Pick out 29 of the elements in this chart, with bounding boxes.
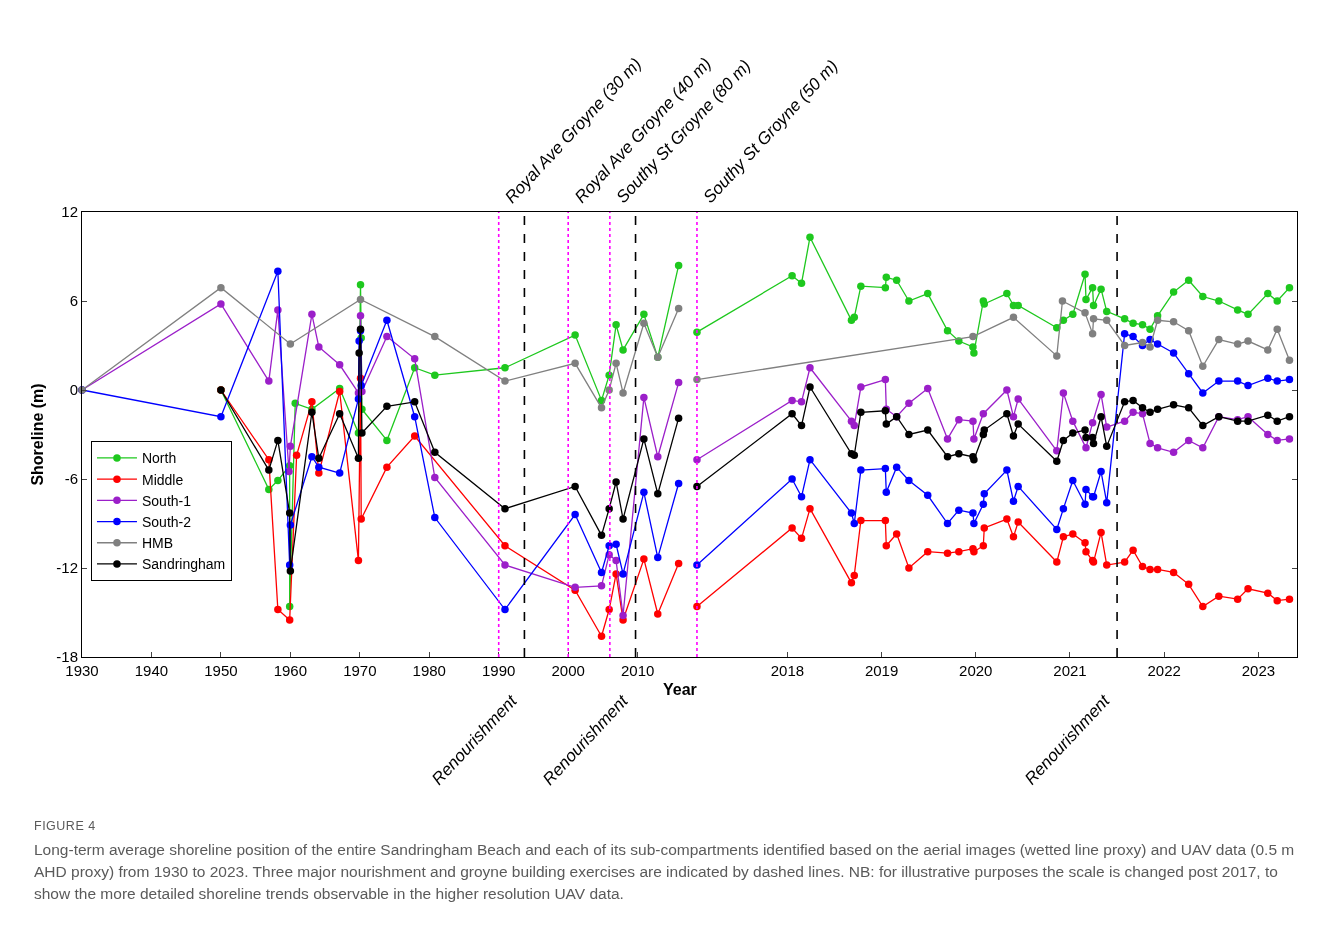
x-tick-label: 1940 — [134, 662, 169, 679]
text: Long-term average shoreline position of the entire Sandringham Beach and each of its sub-compartments identified based on the aerial images (wetted line proxy) and UAV data (0.5 m AHD proxy) from 1930 to 2023. Three major nourishment and groyne building exercises are indicated by dashed lines. NB: for illustrative purposes the scale is changed post 2017, to show the more detailed shoreline trends observable in the higher resolution UAV data. — [34, 840, 1296, 904]
x-tick-label: 1970 — [343, 662, 377, 679]
x-tick-label: 2022 — [1147, 662, 1181, 679]
x-tick-label: 2000 — [551, 662, 585, 679]
x-tick-label: 2019 — [864, 662, 899, 679]
y-tick-label: -12 — [56, 559, 78, 577]
y-axis-title: Shoreline (m) — [29, 383, 47, 486]
x-axis-title: Year — [663, 681, 697, 698]
x-tick-label: 2023 — [1241, 662, 1276, 679]
legend-label: Sandringham — [141, 556, 226, 573]
x-tick-label: 1980 — [412, 662, 446, 679]
legend-label: South-1 — [141, 492, 192, 509]
x-tick-label: 2020 — [959, 662, 993, 679]
legend-label: North — [141, 450, 177, 467]
y-tick-label: 12 — [61, 203, 78, 221]
x-tick-label: 2021 — [1053, 662, 1087, 679]
x-tick-label: 2010 — [620, 662, 655, 679]
caption: FIGURE 4 — [34, 818, 97, 835]
x-tick-label: 1990 — [482, 662, 516, 679]
y-tick-label: 6 — [69, 292, 78, 310]
legend-label: Middle — [141, 471, 184, 488]
x-tick-label: 1950 — [204, 662, 238, 679]
y-tick-label: 0 — [69, 381, 78, 399]
x-tick-label: 1960 — [273, 662, 308, 679]
legend-label: HMB — [141, 535, 174, 552]
x-tick-label: 2018 — [770, 662, 805, 679]
legend-label: South-2 — [141, 514, 192, 531]
y-tick-label: -6 — [64, 470, 78, 488]
